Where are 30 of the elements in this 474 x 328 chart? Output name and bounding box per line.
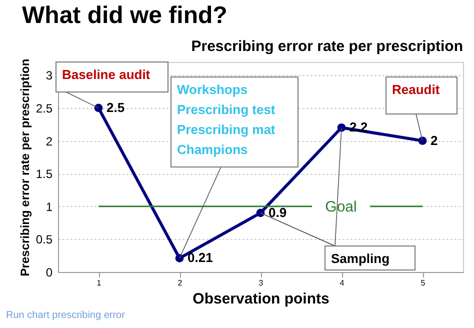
y-tick-label: 2.5 (36, 101, 53, 116)
x-tick-label: 2 (178, 278, 183, 288)
x-tick-label: 3 (258, 278, 264, 288)
y-tick-label: 0 (46, 266, 53, 280)
point (175, 254, 184, 262)
data-label: 0.21 (188, 250, 213, 266)
point (337, 123, 346, 132)
y-axis-title: Prescribing error rate per prescription (18, 58, 32, 276)
annotation: Reaudit (392, 82, 440, 97)
chart-title: What did we find? (22, 2, 228, 29)
text: Run chart prescribing error (6, 310, 126, 321)
data-label: 2 (430, 132, 438, 148)
y-tick-label: 1.5 (36, 167, 53, 182)
annotation: Workshops Prescribing test Prescribing mat Champions (177, 82, 276, 157)
data-label: 2.5 (106, 100, 125, 115)
annotation: Baseline audit (62, 67, 151, 82)
x-axis-title: Observation points (192, 290, 330, 308)
y-tick-label: 2 (46, 134, 53, 148)
point (94, 104, 103, 112)
point (418, 136, 427, 145)
x-tick-label: 1 (96, 278, 102, 288)
x-tick-label: 5 (420, 278, 426, 288)
data-label: 0.9 (268, 204, 287, 220)
chart-subtitle: Prescribing error rate per prescription (191, 38, 463, 55)
y-tick-label: 1 (46, 200, 53, 214)
y-tick-label: 3 (46, 68, 53, 83)
point (256, 208, 265, 218)
annotation: Sampling (331, 251, 390, 266)
x-tick-label: 4 (340, 278, 345, 288)
y-tick-label: 0.5 (36, 232, 53, 247)
